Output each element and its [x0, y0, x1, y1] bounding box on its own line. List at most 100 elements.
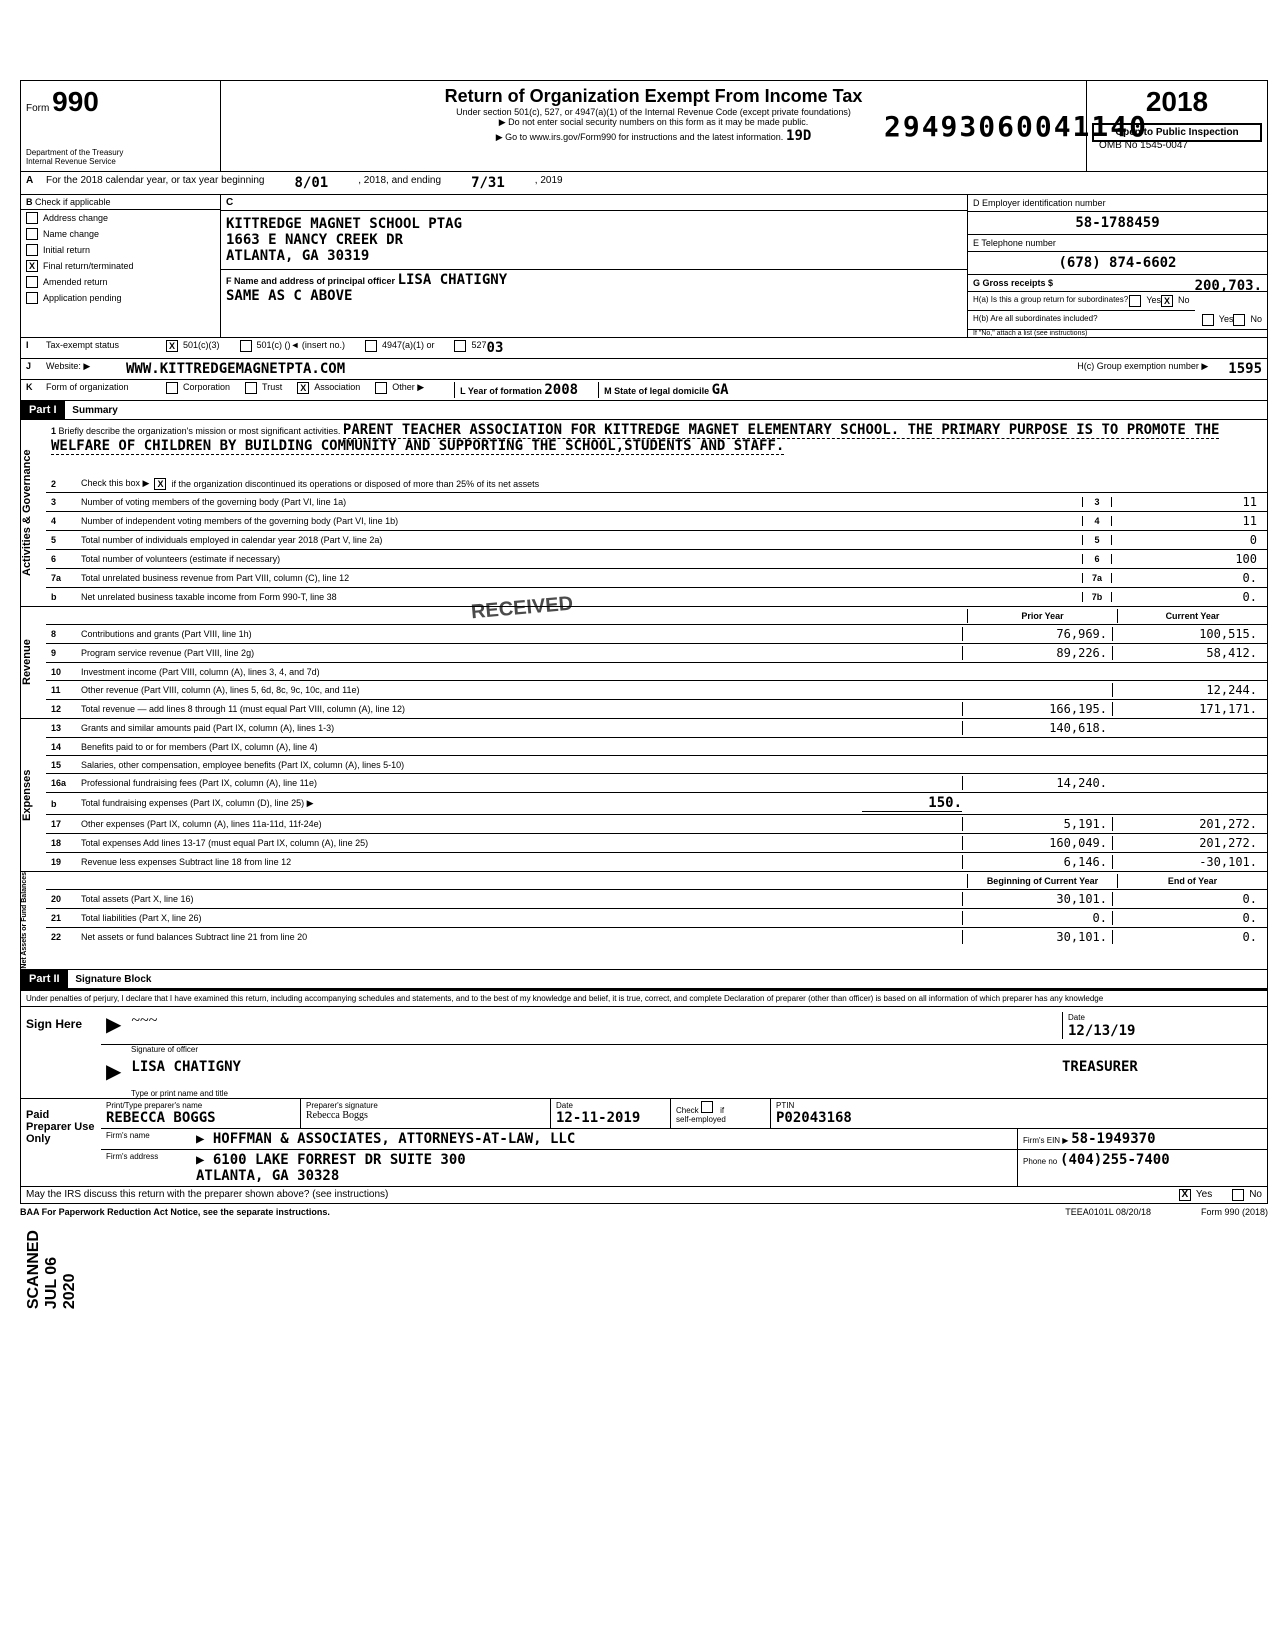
ha-yes-box[interactable] [1129, 295, 1141, 307]
header-sub3: ▶ Go to www.irs.gov/Form990 for instruct… [496, 132, 784, 143]
l14-num: 14 [51, 742, 81, 752]
l18-text: Total expenses Add lines 13-17 (must equ… [81, 838, 962, 848]
l14-text: Benefits paid to or for members (Part IX… [81, 742, 962, 752]
l16b-num: b [51, 799, 81, 809]
final-checkbox[interactable]: X [26, 260, 38, 272]
hb-no-box[interactable] [1233, 314, 1245, 326]
trust-box[interactable] [245, 382, 257, 394]
501c3-box[interactable]: X [166, 340, 178, 352]
part1-header-row: Part I Summary [20, 401, 1268, 420]
l16a-text: Professional fundraising fees (Part IX, … [81, 778, 962, 788]
row-i: I Tax-exempt status X501(c)(3) 501(c) ()… [20, 338, 1268, 359]
l9-num: 9 [51, 648, 81, 658]
l7a-num: 7a [51, 573, 81, 583]
l5-box: 5 [1082, 535, 1112, 545]
org-addr1: 1663 E NANCY CREEK DR [226, 232, 962, 248]
hb-no: No [1250, 314, 1262, 326]
l6-val: 100 [1112, 552, 1262, 566]
other-box[interactable] [375, 382, 387, 394]
stamped-03: 03 [487, 340, 504, 356]
hc-label: H(c) Group exemption number ▶ [1077, 361, 1208, 377]
phone-label: Phone no [1023, 1157, 1057, 1166]
l2-num: 2 [51, 479, 81, 489]
l10-num: 10 [51, 667, 81, 677]
nineteen-d: 19D [786, 128, 811, 144]
l2-box[interactable]: X [154, 478, 166, 490]
firm-name-label: Firm's name [101, 1129, 191, 1149]
corp: Corporation [183, 382, 230, 398]
g-label: G Gross receipts $ [973, 278, 1053, 288]
l11-curr: 12,244. [1112, 683, 1262, 697]
l21-text: Total liabilities (Part X, line 26) [81, 913, 962, 923]
corp-box[interactable] [166, 382, 178, 394]
l16b-val: 150. [862, 795, 962, 812]
l6-text: Total number of volunteers (estimate if … [81, 554, 1082, 564]
discuss-yes-box[interactable]: X [1179, 1189, 1191, 1201]
firm-ein: 58-1949370 [1071, 1131, 1155, 1147]
sig-date: 12/13/19 [1068, 1023, 1135, 1039]
ha-no-box[interactable]: X [1161, 295, 1173, 307]
pending-label: Application pending [43, 293, 122, 303]
pending-checkbox[interactable] [26, 292, 38, 304]
l18-num: 18 [51, 838, 81, 848]
l1-text: Briefly describe the organization's miss… [59, 426, 341, 436]
l10-text: Investment income (Part VIII, column (A)… [81, 667, 962, 677]
ha-yes: Yes [1146, 295, 1161, 307]
l3-val: 11 [1112, 495, 1262, 509]
l20-boy: 30,101. [962, 892, 1112, 906]
part1-title: Summary [72, 405, 118, 416]
addr-change-label: Address change [43, 213, 108, 223]
prep-signature: Rebecca Boggs [306, 1110, 545, 1121]
part1-header: Part I [21, 401, 65, 419]
sig-content: ▶ ~~~ Date12/13/19 Signature of officer … [101, 1007, 1267, 1098]
l4-val: 11 [1112, 514, 1262, 528]
prep-name: REBECCA BOGGS [106, 1110, 295, 1126]
l9-prior: 89,226. [962, 646, 1112, 660]
part2-header-row: Part II Signature Block [20, 970, 1268, 989]
l17-prior: 5,191. [962, 817, 1112, 831]
self-emp-box[interactable] [701, 1101, 713, 1113]
row-a: A For the 2018 calendar year, or tax yea… [20, 172, 1268, 195]
hb-yes-box[interactable] [1202, 314, 1214, 326]
l18-curr: 201,272. [1112, 836, 1262, 850]
4947-box[interactable] [365, 340, 377, 352]
amended-checkbox[interactable] [26, 276, 38, 288]
name-change-checkbox[interactable] [26, 228, 38, 240]
l15-num: 15 [51, 760, 81, 770]
l20-eoy: 0. [1112, 892, 1262, 906]
dln-number: 29493060041140 [884, 110, 1148, 143]
firm-name: ▶ HOFFMAN & ASSOCIATES, ATTORNEYS-AT-LAW… [191, 1129, 1017, 1149]
initial-checkbox[interactable] [26, 244, 38, 256]
527-box[interactable] [454, 340, 466, 352]
l18-prior: 160,049. [962, 836, 1112, 850]
website: WWW.KITTREDGEMAGNETPTA.COM [126, 361, 1077, 377]
hb-yes: Yes [1219, 314, 1234, 326]
l7b-num: b [51, 592, 81, 602]
501c3: 501(c)(3) [183, 340, 220, 356]
l1-num: 1 [51, 426, 56, 436]
begin-date: 8/01 [294, 175, 328, 191]
501c: 501(c) ( [257, 340, 288, 356]
final-label: Final return/terminated [43, 261, 134, 271]
addr-change-checkbox[interactable] [26, 212, 38, 224]
other: Other ▶ [392, 382, 424, 398]
col-b-right: D Employer identification number 58-1788… [967, 195, 1267, 337]
row-a-label: A [26, 175, 46, 191]
check-if: Check if applicable [35, 197, 111, 207]
discuss-no-box[interactable] [1232, 1189, 1244, 1201]
501c-box[interactable] [240, 340, 252, 352]
row-a-mid: , 2018, and ending [358, 175, 441, 191]
l8-num: 8 [51, 629, 81, 639]
form-number: 990 [52, 86, 99, 117]
j-label: J [26, 361, 46, 377]
teea: TEEA0101L 08/20/18 [1065, 1207, 1151, 1217]
l11-num: 11 [51, 685, 81, 695]
form-label-box: Form 990 Department of the Treasury Inte… [21, 81, 221, 171]
l13-prior: 140,618. [962, 721, 1112, 735]
l2-text2: if the organization discontinued its ope… [171, 479, 539, 489]
gross: 200,703. [1195, 278, 1262, 294]
eoy-hdr: End of Year [1117, 874, 1267, 888]
sign-here: Sign Here [21, 1007, 101, 1098]
insert-no: )◄ (insert no.) [288, 340, 345, 356]
assoc-box[interactable]: X [297, 382, 309, 394]
